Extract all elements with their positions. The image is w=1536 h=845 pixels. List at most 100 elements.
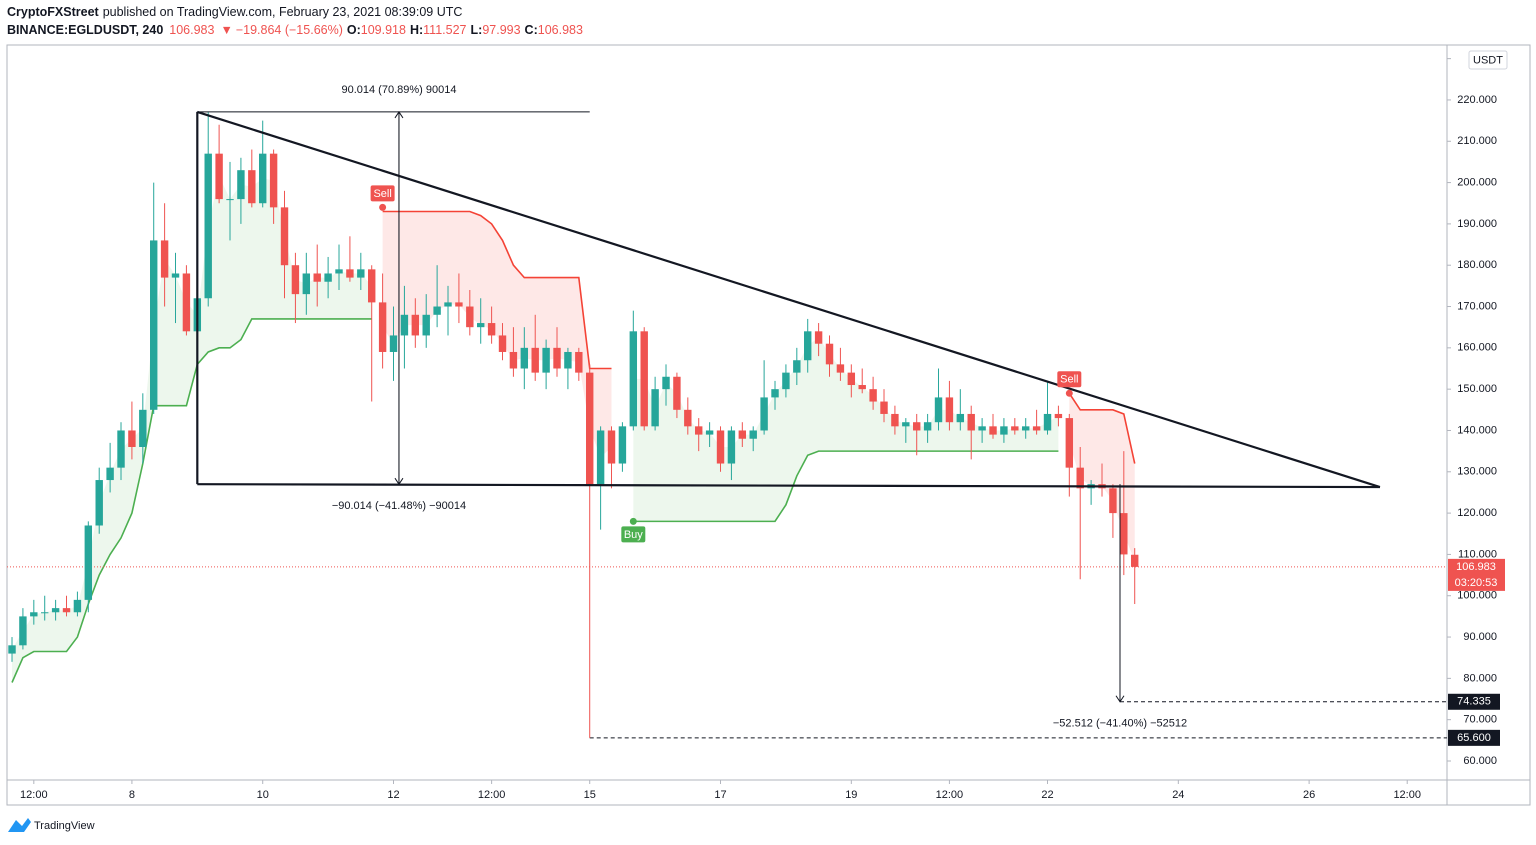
- x-tick-label: 12:00: [936, 789, 964, 801]
- candle-body: [705, 430, 714, 435]
- y-tick-label: 60.000: [1463, 755, 1497, 767]
- candle-body: [825, 343, 834, 365]
- candle-body: [793, 360, 801, 373]
- symbol: BINANCE:EGLDUSDT, 240: [7, 23, 163, 37]
- candle-body: [30, 612, 38, 617]
- y-tick-label: 220.000: [1457, 94, 1497, 106]
- last-price-badge: [1448, 558, 1505, 591]
- high-label: H:: [410, 23, 423, 37]
- author: CryptoFXStreet: [7, 5, 100, 19]
- candle-body: [444, 302, 452, 307]
- candle-body: [923, 422, 932, 431]
- supertrend-line: [382, 210, 612, 370]
- candle-body: [684, 409, 692, 427]
- x-tick-label: 24: [1172, 789, 1184, 801]
- candle-body: [368, 269, 376, 303]
- candle-body: [956, 413, 965, 423]
- candle-body: [1065, 418, 1074, 468]
- candle-body: [41, 612, 49, 614]
- y-tick-label: 90.000: [1463, 631, 1497, 643]
- candle-body: [945, 397, 954, 423]
- y-tick-label: 100.000: [1457, 590, 1497, 602]
- signal-dot: [379, 203, 387, 211]
- candle-body: [607, 430, 616, 464]
- candle-body: [51, 608, 60, 613]
- candle-body: [8, 645, 16, 654]
- candle-body: [1000, 426, 1008, 435]
- symbol-line: BINANCE:EGLDUSDT, 240 106.983 ▼ −19.864 (−1…: [7, 23, 583, 37]
- candle-body: [673, 376, 681, 410]
- candle-body: [128, 430, 136, 447]
- candle-body: [248, 170, 256, 204]
- candle-body: [880, 401, 888, 414]
- candle-body: [411, 314, 420, 336]
- candle-body: [95, 480, 103, 526]
- candle-body: [357, 269, 365, 278]
- open-label: O:: [347, 23, 361, 37]
- candle-body: [1054, 413, 1063, 419]
- supertrend-line: [1068, 392, 1136, 464]
- countdown: 03:20:53: [1455, 577, 1498, 589]
- last-price-label: 106.983: [1456, 561, 1496, 573]
- candle-body: [869, 389, 877, 402]
- candle-body: [760, 397, 768, 431]
- signal-dot: [629, 517, 637, 525]
- candle-body: [280, 207, 289, 266]
- candle-body: [978, 426, 986, 431]
- trend-fill: [12, 176, 372, 683]
- candle-body: [967, 413, 975, 431]
- change: −19.864 (−15.66%): [236, 23, 343, 37]
- candle-body: [629, 331, 638, 427]
- candle-body: [204, 153, 212, 299]
- x-tick-label: 15: [584, 789, 596, 801]
- candle-body: [1076, 467, 1084, 489]
- candle-body: [182, 273, 191, 332]
- candle-body: [738, 430, 747, 439]
- candle-body: [771, 389, 779, 398]
- candle-body: [400, 314, 409, 336]
- y-tick-label: 180.000: [1457, 259, 1497, 271]
- candle-body: [269, 153, 278, 208]
- trend-fill: [382, 211, 612, 458]
- y-tick-label: 110.000: [1458, 548, 1497, 560]
- candle-body: [237, 170, 245, 200]
- measure-arrow: [394, 477, 404, 486]
- open: 109.918: [361, 23, 406, 37]
- measure-arrow: [1115, 695, 1125, 703]
- candle-body: [1011, 426, 1019, 431]
- publish-line: CryptoFXStreet published on TradingView.c…: [7, 5, 462, 19]
- supertrend-line: [11, 318, 372, 683]
- candle-body: [106, 467, 114, 481]
- candle-body: [171, 273, 180, 278]
- candle-body: [1131, 554, 1139, 567]
- candle-body: [586, 372, 594, 485]
- candle-body: [716, 430, 725, 464]
- signal-label: Sell: [1060, 374, 1078, 386]
- y-tick-label: 190.000: [1457, 218, 1497, 230]
- axes: 60.000 70.000 80.000 90.000 100.000 110.000 12…: [20, 50, 1508, 801]
- signal-label: Sell: [373, 188, 391, 200]
- candle-body: [858, 385, 866, 390]
- x-tick-label: 12:00: [1393, 789, 1421, 801]
- candle-body: [575, 351, 583, 373]
- level-label: 65.600: [1457, 732, 1491, 744]
- close-label: C:: [525, 23, 538, 37]
- candle-body: [847, 372, 856, 386]
- candle-body: [1032, 426, 1041, 431]
- plot: Sell Buy Sell: [7, 110, 1447, 739]
- candle-body: [1043, 413, 1052, 431]
- candle-body: [335, 269, 343, 274]
- candle-body: [139, 409, 147, 447]
- x-tick-label: 12: [387, 789, 399, 801]
- signal-badge: [1057, 371, 1082, 388]
- candle-body: [749, 430, 757, 439]
- candle-body: [346, 269, 354, 278]
- candle-body: [313, 273, 321, 282]
- candle-body: [466, 306, 474, 328]
- x-tick-label: 17: [714, 789, 726, 801]
- candle-body: [291, 265, 300, 295]
- candle-body: [1022, 426, 1030, 431]
- low: 97.993: [482, 23, 520, 37]
- currency: USDT: [1473, 54, 1503, 66]
- signal-dot: [1065, 389, 1073, 397]
